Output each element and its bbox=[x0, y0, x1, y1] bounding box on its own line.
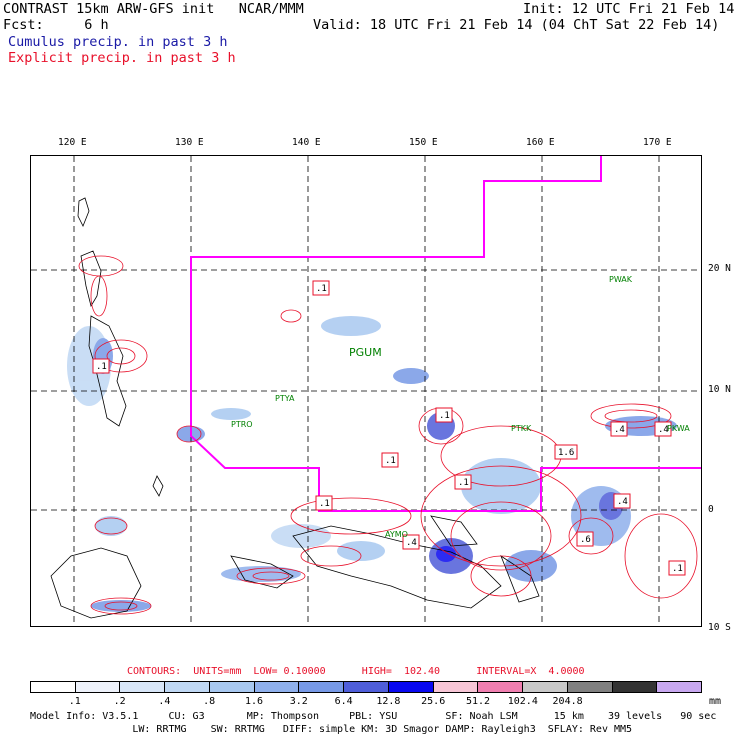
explicit-precip-contours bbox=[78, 255, 698, 615]
contour-label: .1 bbox=[672, 564, 683, 574]
colorbar-cell bbox=[75, 682, 121, 692]
station-label: PKWA bbox=[667, 424, 690, 433]
contour-label: .1 bbox=[439, 411, 450, 421]
lon-label-170e: 170 E bbox=[643, 137, 672, 148]
contour-label: 1.6 bbox=[558, 448, 574, 458]
station-label: PGUM bbox=[349, 346, 382, 359]
colorbar-tick-label: 204.8 bbox=[552, 696, 583, 707]
colorbar-tick-label: .4 bbox=[158, 696, 171, 707]
contour-label: .1 bbox=[96, 362, 107, 372]
colorbar-cell bbox=[344, 682, 389, 692]
colorbar-tick-label: 1.6 bbox=[244, 696, 264, 707]
lat-label-equator: 0 bbox=[708, 504, 714, 515]
contour-label: .4 bbox=[406, 538, 417, 548]
station-label: AYMO bbox=[385, 530, 408, 539]
contour-label: .4 bbox=[617, 497, 628, 507]
lon-label-130e: 130 E bbox=[175, 137, 204, 148]
precip-map: .1 .1 .1 .1 .1 .1 1.6 .4 .4 .4 .4 .6 .1 bbox=[30, 155, 702, 627]
colorbar-tick-label: 6.4 bbox=[334, 696, 353, 707]
contour-label: .4 bbox=[614, 425, 625, 435]
colorbar-cell bbox=[31, 682, 76, 692]
contour-label: .4 bbox=[658, 425, 669, 435]
colorbar-tick-label: .1 bbox=[68, 696, 81, 707]
lon-label-120e: 120 E bbox=[58, 137, 87, 148]
model-info-line2: LW: RRTMG SW: RRTMG DIFF: simple KM: 3D … bbox=[30, 724, 633, 735]
contour-labels: .1 .1 .1 .1 .1 .1 1.6 .4 .4 .4 .4 .6 .1 bbox=[92, 280, 686, 576]
colorbar-unit: mm bbox=[709, 696, 722, 707]
map-canvas: .1 .1 .1 .1 .1 .1 1.6 .4 .4 .4 .4 .6 .1 bbox=[31, 156, 701, 626]
colorbar-cell bbox=[165, 682, 210, 692]
contour-label: .1 bbox=[319, 499, 330, 509]
domain-boundary bbox=[190, 156, 701, 512]
colorbar-cell bbox=[209, 682, 255, 692]
colorbar bbox=[30, 681, 702, 693]
contour-label: .6 bbox=[580, 535, 591, 545]
colorbar-cell bbox=[299, 682, 345, 692]
colorbar-tick-label: .2 bbox=[113, 696, 126, 707]
cumulus-precip-shading bbox=[67, 316, 677, 612]
colorbar-cell bbox=[523, 682, 568, 692]
station-label: PTRO bbox=[231, 420, 253, 429]
colorbar-tick-label: 51.2 bbox=[465, 696, 491, 707]
init-time: Init: 12 UTC Fri 21 Feb 14 bbox=[523, 1, 735, 17]
graticule bbox=[31, 156, 701, 626]
lon-label-140e: 140 E bbox=[292, 137, 321, 148]
colorbar-cell bbox=[567, 682, 613, 692]
station-label: PWAK bbox=[609, 275, 633, 284]
station-label: PTYA bbox=[275, 394, 295, 403]
forecast-hour: Fcst: 6 h bbox=[3, 17, 109, 33]
legend-explicit: Explicit precip. in past 3 h bbox=[8, 50, 236, 66]
contour-label: .1 bbox=[316, 284, 327, 294]
colorbar-cell bbox=[612, 682, 658, 692]
contour-label: .1 bbox=[385, 456, 396, 466]
valid-time: Valid: 18 UTC Fri 21 Feb 14 (04 ChT Sat … bbox=[313, 17, 720, 33]
colorbar-tick-label: 3.2 bbox=[289, 696, 308, 707]
chart-title: CONTRAST 15km ARW-GFS init NCAR/MMM bbox=[3, 1, 304, 17]
colorbar-cell bbox=[657, 682, 702, 692]
lon-label-150e: 150 E bbox=[409, 137, 438, 148]
colorbar-tick-label: 12.8 bbox=[376, 696, 401, 707]
lon-label-160e: 160 E bbox=[526, 137, 555, 148]
colorbar-tick-label: 102.4 bbox=[507, 696, 538, 707]
station-label: PTKK bbox=[511, 424, 532, 433]
station-labels: PWAK PGUM PTYA PTRO PTKK PKWA AYMO bbox=[231, 275, 690, 539]
contours-info: CONTOURS: UNITS=mm LOW= 0.10000 HIGH= 10… bbox=[127, 666, 585, 677]
colorbar-cell bbox=[433, 682, 479, 692]
model-info-line1: Model Info: V3.5.1 CU: G3 MP: Thompson P… bbox=[30, 711, 717, 722]
lat-label-10n: 10 N bbox=[708, 384, 731, 395]
lat-label-20n: 20 N bbox=[708, 263, 731, 274]
colorbar-tick-label: .8 bbox=[203, 696, 216, 707]
colorbar-cell bbox=[120, 682, 166, 692]
colorbar-cell bbox=[478, 682, 524, 692]
colorbar-cell bbox=[388, 682, 434, 692]
contour-label: .1 bbox=[458, 478, 469, 488]
lat-label-10s: 10 S bbox=[708, 622, 731, 633]
colorbar-tick-label: 25.6 bbox=[421, 696, 446, 707]
legend-cumulus: Cumulus precip. in past 3 h bbox=[8, 34, 228, 50]
colorbar-cell bbox=[254, 682, 300, 692]
